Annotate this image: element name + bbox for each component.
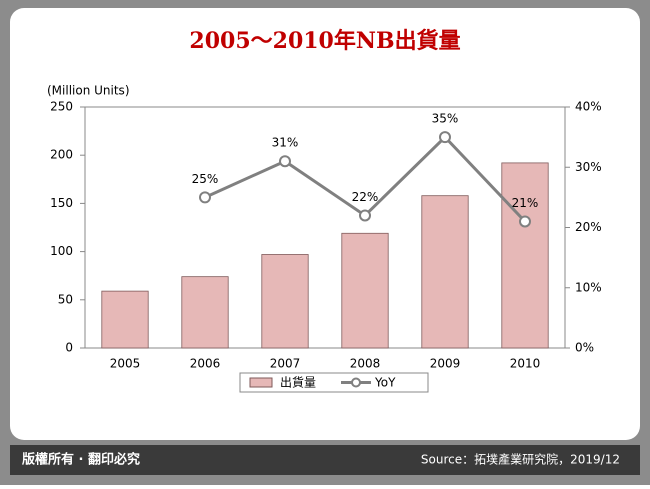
legend-swatch-marker — [351, 377, 361, 388]
y2-tick-label: 0% — [575, 341, 594, 355]
y2-tick-label: 10% — [575, 280, 602, 294]
line-marker — [519, 215, 531, 228]
y2-tick-label: 20% — [575, 220, 602, 234]
y2-tick-label: 30% — [575, 160, 602, 174]
chart-title: 2005～2010年NB出貨量 — [189, 28, 460, 54]
line-marker — [439, 131, 451, 144]
data-label: 21% — [512, 196, 539, 210]
x-tick-label: 2010 — [510, 357, 541, 371]
y-tick-label: 0 — [65, 341, 73, 355]
line-marker — [359, 209, 371, 222]
bar — [421, 195, 469, 349]
data-label: 25% — [192, 172, 219, 186]
y-tick-label: 100 — [50, 244, 73, 258]
footer-right: Source：拓墣產業研究院，2019/12 — [421, 452, 620, 467]
line-marker — [199, 191, 211, 204]
bar — [501, 162, 549, 349]
y-axis-label: (Million Units) — [47, 84, 130, 98]
data-label: 31% — [272, 136, 299, 150]
y-tick-label: 250 — [50, 100, 73, 114]
y2-tick-label: 40% — [575, 100, 602, 114]
footer-bar — [10, 445, 640, 475]
panel — [10, 8, 640, 440]
data-label: 22% — [352, 190, 379, 204]
x-tick-label: 2007 — [270, 357, 301, 371]
bar — [181, 276, 229, 349]
y-tick-label: 50 — [58, 292, 73, 306]
footer-left: 版權所有 · 翻印必究 — [22, 452, 140, 468]
legend-swatch — [249, 377, 273, 388]
legend-label: 出貨量 — [280, 375, 316, 390]
x-tick-label: 2009 — [430, 357, 461, 371]
bar — [341, 232, 389, 349]
bar — [101, 290, 149, 349]
data-label: 35% — [432, 112, 459, 126]
y-tick-label: 150 — [50, 196, 73, 210]
x-tick-label: 2008 — [350, 357, 381, 371]
x-tick-label: 2006 — [190, 357, 221, 371]
legend-box — [239, 372, 429, 393]
y-tick-label: 200 — [50, 148, 73, 162]
legend-label: YoY — [374, 376, 396, 390]
line-marker — [279, 155, 291, 168]
x-tick-label: 2005 — [110, 357, 141, 371]
bar — [261, 254, 309, 349]
